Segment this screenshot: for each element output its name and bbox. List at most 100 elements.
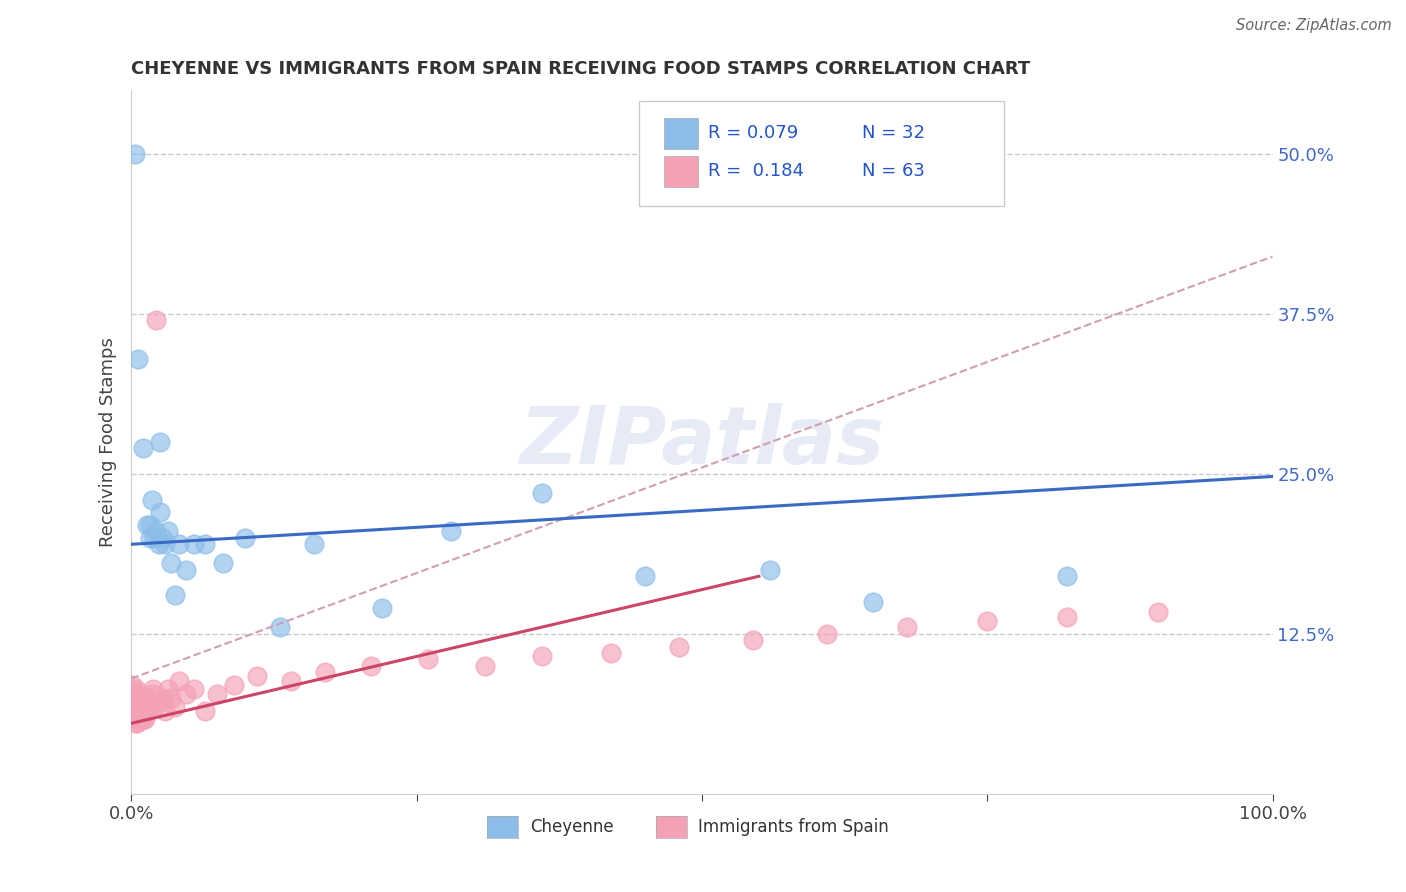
Point <box>742 633 765 648</box>
Point <box>124 147 146 161</box>
Point <box>128 693 150 707</box>
Point <box>759 563 782 577</box>
Point <box>976 614 998 628</box>
Point <box>125 710 148 724</box>
Point <box>1147 605 1170 619</box>
Point <box>136 518 159 533</box>
Point <box>138 699 160 714</box>
Point <box>136 697 159 711</box>
Point <box>121 690 143 705</box>
Point <box>125 697 148 711</box>
Point <box>474 658 496 673</box>
Point <box>269 620 291 634</box>
Point <box>235 531 257 545</box>
Point <box>128 710 150 724</box>
Point <box>142 681 165 696</box>
Point <box>440 524 463 539</box>
Point <box>160 690 183 705</box>
Point <box>160 557 183 571</box>
Point <box>246 669 269 683</box>
Point <box>127 695 149 709</box>
Point <box>148 537 170 551</box>
Point <box>174 563 197 577</box>
Point <box>149 505 172 519</box>
Point <box>131 707 153 722</box>
Point <box>896 620 918 634</box>
Point <box>302 537 325 551</box>
Text: N = 32: N = 32 <box>862 124 925 142</box>
Point <box>194 537 217 551</box>
Point <box>125 716 148 731</box>
Point <box>145 524 167 539</box>
Point <box>599 646 621 660</box>
Point <box>194 704 217 718</box>
Point <box>205 687 228 701</box>
Point <box>127 351 149 366</box>
Point <box>124 687 146 701</box>
Point <box>1056 569 1078 583</box>
Point <box>416 652 439 666</box>
Point <box>131 699 153 714</box>
Point <box>222 678 245 692</box>
Text: R =  0.184: R = 0.184 <box>707 162 804 180</box>
Point <box>149 434 172 449</box>
FancyBboxPatch shape <box>640 101 1004 206</box>
Point <box>122 697 145 711</box>
Text: Cheyenne: Cheyenne <box>530 818 613 836</box>
Point <box>134 713 156 727</box>
Point <box>131 690 153 705</box>
Point <box>668 640 690 654</box>
Text: ZIPatlas: ZIPatlas <box>519 403 884 481</box>
Point <box>138 690 160 705</box>
Text: CHEYENNE VS IMMIGRANTS FROM SPAIN RECEIVING FOOD STAMPS CORRELATION CHART: CHEYENNE VS IMMIGRANTS FROM SPAIN RECEIV… <box>131 60 1031 78</box>
Point <box>155 704 177 718</box>
Text: Source: ZipAtlas.com: Source: ZipAtlas.com <box>1236 18 1392 33</box>
Point <box>145 313 167 327</box>
Point <box>815 627 838 641</box>
FancyBboxPatch shape <box>664 118 699 149</box>
Point <box>139 695 162 709</box>
Point <box>280 674 302 689</box>
Point <box>125 704 148 718</box>
Point <box>131 442 153 456</box>
Point <box>141 492 163 507</box>
Point <box>141 687 163 701</box>
FancyBboxPatch shape <box>664 156 699 186</box>
Point <box>121 678 143 692</box>
Point <box>122 710 145 724</box>
Point <box>149 695 172 709</box>
Point <box>1056 610 1078 624</box>
Point <box>124 716 146 731</box>
Point <box>143 531 166 545</box>
Point <box>634 569 657 583</box>
Point <box>129 713 152 727</box>
Point <box>122 684 145 698</box>
Point <box>156 524 179 539</box>
Point <box>314 665 336 680</box>
Point <box>156 681 179 696</box>
Point <box>152 690 174 705</box>
Point <box>211 557 233 571</box>
Point <box>155 537 177 551</box>
Text: Immigrants from Spain: Immigrants from Spain <box>699 818 889 836</box>
Point <box>183 537 205 551</box>
Point <box>138 531 160 545</box>
Point <box>124 699 146 714</box>
Point <box>167 537 190 551</box>
Point <box>143 699 166 714</box>
Point <box>125 687 148 701</box>
Point <box>127 713 149 727</box>
Point <box>862 595 884 609</box>
Point <box>360 658 382 673</box>
Point <box>183 681 205 696</box>
Point <box>131 713 153 727</box>
Point <box>135 704 157 718</box>
Y-axis label: Receiving Food Stamps: Receiving Food Stamps <box>100 337 117 547</box>
Text: N = 63: N = 63 <box>862 162 925 180</box>
Point <box>163 589 186 603</box>
Point <box>132 707 155 722</box>
Point <box>371 601 394 615</box>
Point <box>167 674 190 689</box>
Point <box>125 681 148 696</box>
Point <box>174 687 197 701</box>
